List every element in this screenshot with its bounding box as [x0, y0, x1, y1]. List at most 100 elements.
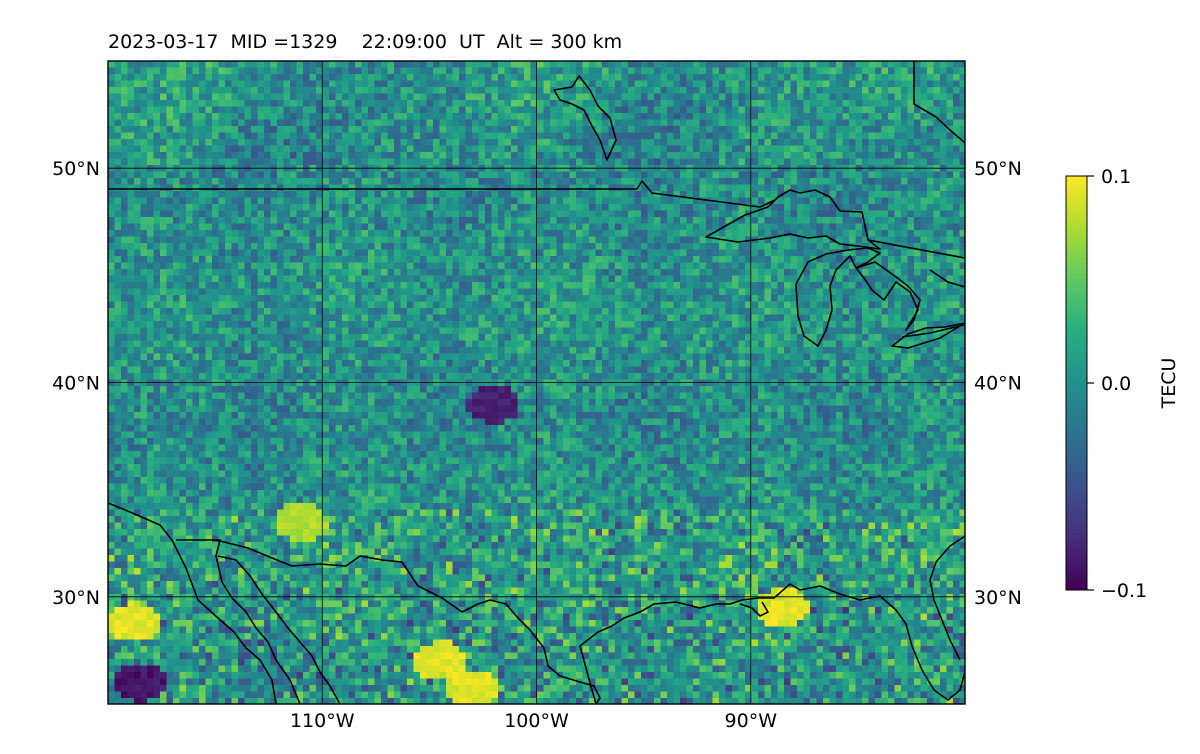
tec-cell [686, 106, 694, 114]
tec-cell [881, 191, 889, 199]
tec-cell [160, 119, 168, 127]
tec-cell [316, 74, 324, 82]
tec-cell [829, 178, 837, 186]
tec-cell [608, 217, 616, 225]
tec-cell [127, 132, 135, 140]
tec-cell [543, 191, 551, 199]
tec-cell [465, 256, 473, 264]
tec-cell [277, 223, 285, 231]
tec-cell [465, 204, 473, 212]
tec-cell [855, 119, 863, 127]
tec-cell [394, 191, 402, 199]
tec-cell [784, 223, 792, 231]
tec-cell [459, 197, 467, 205]
tec-cell [602, 132, 610, 140]
tec-cell [387, 178, 395, 186]
tec-cell [946, 204, 954, 212]
tec-cell [212, 210, 220, 218]
tec-cell [608, 269, 616, 277]
tec-cell [361, 119, 369, 127]
tec-cell [907, 210, 915, 218]
tec-cell [290, 282, 298, 290]
tec-cell [927, 230, 935, 238]
tec-cell [940, 249, 948, 257]
tec-cell [790, 100, 798, 108]
tec-cell [621, 80, 629, 88]
tec-cell [173, 275, 181, 283]
tec-cell [439, 93, 447, 101]
tec-cell [634, 230, 642, 238]
tec-cell [192, 93, 200, 101]
tec-cell [316, 262, 324, 270]
tec-cell [946, 230, 954, 238]
tec-cell [121, 139, 129, 147]
tec-cell [758, 236, 766, 244]
tec-cell [608, 230, 616, 238]
tec-cell [959, 100, 965, 108]
tec-cell [589, 236, 597, 244]
tec-cell [686, 191, 694, 199]
tec-cell [706, 217, 714, 225]
tec-cell [329, 204, 337, 212]
tec-cell [589, 217, 597, 225]
tec-cell [290, 119, 298, 127]
tec-cell [940, 74, 948, 82]
tec-cell [556, 171, 564, 179]
tec-cell [251, 171, 259, 179]
tec-cell [537, 106, 545, 114]
tec-cell [322, 295, 330, 303]
tec-cell [231, 171, 239, 179]
tec-cell [498, 178, 506, 186]
tec-cell [283, 191, 291, 199]
tec-cell [914, 100, 922, 108]
tec-cell [524, 288, 532, 296]
tec-cell [381, 178, 389, 186]
tec-cell [205, 269, 213, 277]
tec-cell [160, 139, 168, 147]
tec-cell [381, 106, 389, 114]
tec-cell [348, 230, 356, 238]
tec-cell [290, 236, 298, 244]
tec-cell [277, 171, 285, 179]
tec-cell [231, 197, 239, 205]
tec-cell [868, 217, 876, 225]
tec-cell [394, 262, 402, 270]
tec-cell [491, 243, 499, 251]
tec-cell [452, 262, 460, 270]
tec-cell [602, 106, 610, 114]
tec-cell [894, 249, 902, 257]
tec-cell [901, 275, 909, 283]
tec-cell [927, 256, 935, 264]
tec-cell [290, 106, 298, 114]
tec-cell [296, 230, 304, 238]
tec-cell [160, 80, 168, 88]
tec-cell [218, 236, 226, 244]
tec-cell [179, 295, 187, 303]
tec-cell [849, 87, 857, 95]
tec-cell [680, 295, 688, 303]
tec-cell [140, 295, 148, 303]
tec-cell [953, 100, 961, 108]
tec-cell [901, 236, 909, 244]
tec-cell [810, 295, 818, 303]
tec-cell [673, 262, 681, 270]
tec-cell [472, 158, 480, 166]
tec-cell [407, 139, 415, 147]
tec-cell [316, 184, 324, 192]
tec-cell [959, 204, 965, 212]
tec-cell [881, 158, 889, 166]
tec-cell [660, 87, 668, 95]
tec-cell [667, 230, 675, 238]
tec-cell [335, 275, 343, 283]
tec-cell [680, 132, 688, 140]
tec-cell [452, 126, 460, 134]
tec-cell [186, 80, 194, 88]
tec-cell [836, 269, 844, 277]
tec-cell [680, 74, 688, 82]
tec-cell [459, 113, 467, 121]
tec-cell [212, 243, 220, 251]
tec-cell [745, 269, 753, 277]
tec-cell [920, 262, 928, 270]
tec-cell [309, 139, 317, 147]
tec-cell [270, 178, 278, 186]
